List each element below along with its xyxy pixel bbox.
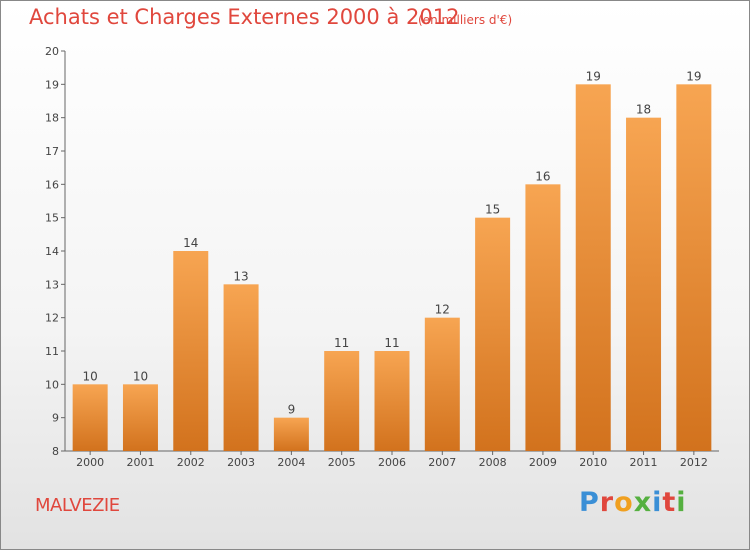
bar	[424, 317, 460, 451]
y-tick-label: 11	[45, 345, 59, 358]
y-tick-label: 17	[45, 145, 59, 158]
bar-value-label: 16	[535, 169, 550, 183]
bar	[273, 417, 309, 451]
bar-value-label: 13	[233, 269, 248, 283]
bar	[626, 117, 662, 452]
bar-value-label: 18	[636, 103, 651, 117]
y-tick-label: 13	[45, 278, 59, 291]
logo-letter: x	[633, 487, 653, 518]
bar	[72, 384, 108, 451]
x-tick-label: 2006	[378, 456, 406, 469]
bar	[223, 284, 259, 451]
bar	[475, 217, 511, 451]
x-tick-label: 2005	[328, 456, 356, 469]
x-tick-label: 2010	[579, 456, 607, 469]
x-tick-label: 2001	[126, 456, 154, 469]
bar-value-label: 12	[435, 303, 450, 317]
axes: 8 9 10 11 12 13 14 15 16 17 18 19 20	[45, 45, 719, 458]
y-tick-label: 9	[52, 412, 59, 425]
proxiti-logo[interactable]: Proxiti	[579, 487, 687, 518]
bar-value-label: 10	[83, 369, 98, 383]
bar	[525, 184, 561, 452]
y-tick-label: 16	[45, 178, 59, 191]
chart-subtitle: (en milliers d'€)	[418, 13, 513, 27]
bar-value-label: 19	[586, 69, 601, 83]
logo-letter: t	[662, 487, 677, 518]
logo-letter: o	[614, 487, 634, 518]
logo-letter: r	[599, 487, 615, 518]
bar-value-label: 10	[133, 369, 148, 383]
y-tick-label: 18	[45, 112, 59, 125]
y-tick-label: 19	[45, 78, 59, 91]
x-tick-label: 2004	[277, 456, 305, 469]
x-tick-label: 2000	[76, 456, 104, 469]
town-name: MALVEZIE	[35, 495, 120, 516]
y-tick-label: 14	[45, 245, 59, 258]
logo-letter: P	[579, 487, 600, 518]
bar-value-label: 11	[384, 336, 399, 350]
logo-letter: i	[676, 487, 687, 518]
x-tick-label: 2009	[529, 456, 557, 469]
x-tick-label: 2012	[680, 456, 708, 469]
labels: 10 2000 10 2001 14 2002 13 2003 9 2004 11 2005 11 200…	[76, 69, 708, 469]
bar	[173, 251, 209, 451]
y-tick-label: 20	[45, 45, 59, 58]
bar-value-label: 19	[686, 69, 701, 83]
x-tick-label: 2008	[479, 456, 507, 469]
bar-value-label: 14	[183, 236, 198, 250]
x-tick-label: 2011	[630, 456, 658, 469]
x-tick-label: 2003	[227, 456, 255, 469]
x-tick-label: 2002	[177, 456, 205, 469]
bar	[374, 351, 410, 451]
bar	[676, 84, 712, 451]
bar	[122, 384, 158, 451]
y-tick-label: 8	[52, 445, 59, 458]
chart-title: Achats et Charges Externes 2000 à 2012	[29, 5, 460, 29]
bar-value-label: 9	[288, 403, 296, 417]
bar-value-label: 15	[485, 203, 500, 217]
bar-value-label: 11	[334, 336, 349, 350]
y-tick-label: 10	[45, 378, 59, 391]
y-tick-label: 12	[45, 312, 59, 325]
bar	[324, 351, 360, 451]
bars	[72, 84, 712, 452]
logo-letter: i	[652, 487, 663, 518]
y-tick-label: 15	[45, 212, 59, 225]
bar	[575, 84, 611, 451]
x-tick-label: 2007	[428, 456, 456, 469]
